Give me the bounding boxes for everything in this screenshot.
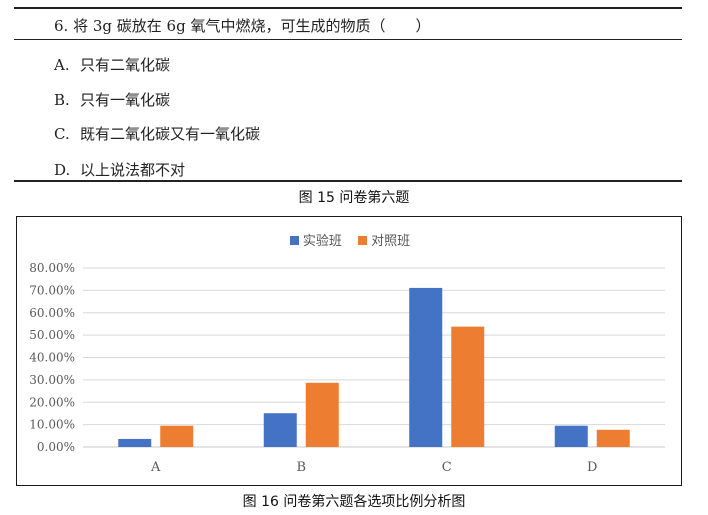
option-text: 只有二氧化碳: [80, 56, 171, 74]
y-tick-label: 70.00%: [29, 283, 75, 297]
chart-legend: 实验班 对照班: [17, 230, 683, 249]
x-tick-label: A: [150, 460, 161, 475]
bar-chart: 实验班 对照班 0.00% 10.00% 20.00% 30.00% 40.00% 50.…: [16, 216, 682, 486]
option-text: 既有二氧化碳又有一氧化碳: [80, 125, 261, 143]
figure-16-caption: 图 16 问卷第六题各选项比例分析图: [242, 494, 466, 510]
option-text: 只有一氧化碳: [80, 91, 171, 109]
legend-swatch: [289, 236, 299, 245]
x-tick-label: B: [296, 460, 306, 475]
legend-label: 对照班: [371, 234, 411, 249]
bar-control-a: [160, 425, 194, 447]
option-letter: C.: [54, 125, 70, 143]
x-tick-label: D: [587, 460, 597, 475]
option-letter: A.: [54, 56, 70, 74]
legend-item-experimental: 实验班: [289, 230, 342, 249]
y-tick-label: 10.00%: [29, 418, 75, 432]
option-c: C. 既有二氧化碳又有一氧化碳: [54, 123, 260, 144]
middle-rule: [14, 39, 682, 40]
legend-label: 实验班: [302, 234, 342, 249]
option-b: B. 只有一氧化碳: [54, 89, 170, 110]
top-rule: [14, 7, 682, 9]
y-tick-label: 60.00%: [29, 306, 75, 320]
option-letter: D.: [54, 161, 71, 179]
y-tick-label: 50.00%: [29, 328, 75, 342]
option-a: A. 只有二氧化碳: [54, 54, 170, 75]
y-tick-label: 80.00%: [29, 261, 75, 275]
bar-experimental-a: [118, 438, 152, 447]
bar-control-d: [596, 429, 630, 447]
x-tick-label: C: [442, 460, 452, 475]
bar-experimental-c: [409, 287, 443, 447]
option-text: 以上说法都不对: [80, 161, 186, 179]
y-tick-label: 30.00%: [29, 373, 75, 387]
y-tick-label: 20.00%: [29, 395, 75, 409]
y-tick-label: 0.00%: [37, 440, 75, 454]
chart-plot: 0.00% 10.00% 20.00% 30.00% 40.00% 50.00% 60.00…: [29, 261, 665, 475]
option-d: D. 以上说法都不对: [54, 159, 185, 180]
bar-control-b: [305, 382, 339, 447]
y-tick-label: 40.00%: [29, 351, 75, 365]
question-table: 6. 将 3g 碳放在 6g 氧气中燃烧，可生成的物质（ ） A. 只有二氧化碳 …: [14, 7, 682, 183]
bar-experimental-d: [554, 425, 588, 447]
bar-control-c: [451, 326, 485, 447]
legend-item-control: 对照班: [358, 230, 410, 249]
question-stem: 6. 将 3g 碳放在 6g 氧气中燃烧，可生成的物质（ ）: [54, 17, 431, 35]
figure-15-caption: 图 15 问卷第六题: [298, 190, 410, 206]
legend-swatch: [358, 236, 368, 245]
bottom-rule: [14, 180, 682, 182]
option-letter: B.: [54, 91, 70, 109]
bar-experimental-b: [263, 413, 297, 447]
